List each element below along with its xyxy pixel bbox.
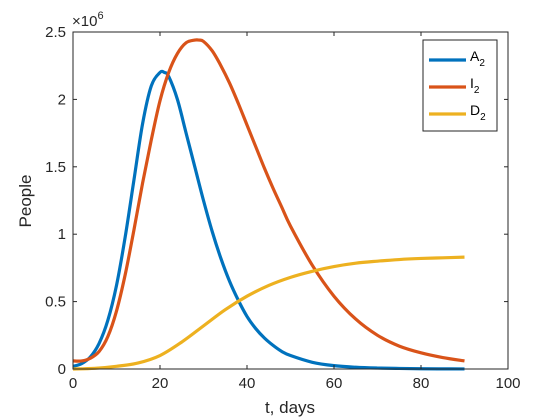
x-tick-label: 40 — [239, 375, 256, 392]
legend-label-d2: D2 — [470, 102, 486, 123]
y-tick-label: 1 — [58, 226, 66, 243]
legend-label-a2: A2 — [470, 48, 485, 69]
y-tick-label: 1.5 — [45, 159, 66, 176]
legend: A2 I2 D2 — [422, 39, 498, 132]
x-tick-label: 80 — [413, 375, 430, 392]
ticks: 0 20 40 60 80 100 0 0.5 1 1.5 2 2.5 — [45, 24, 520, 392]
y-tick-label: 0 — [58, 361, 66, 378]
legend-label-i2: I2 — [470, 75, 480, 96]
x-tick-label: 0 — [69, 375, 77, 392]
x-tick-label: 20 — [152, 375, 169, 392]
y-exponent: ×106 — [72, 10, 104, 30]
series-lines — [72, 38, 465, 371]
x-tick-label: 60 — [326, 375, 343, 392]
y-tick-label: 0.5 — [45, 294, 66, 311]
series-line-a2 — [72, 69, 465, 371]
series-line-i2 — [72, 38, 465, 363]
axes-box — [72, 31, 509, 370]
axes — [72, 31, 509, 370]
series-line-d2 — [72, 255, 465, 371]
x-axis-label: t, days — [265, 398, 315, 417]
y-axis-label: People — [16, 175, 35, 228]
y-tick-label: 2 — [58, 91, 66, 108]
y-tick-label: 2.5 — [45, 24, 66, 41]
x-tick-label: 100 — [495, 375, 520, 392]
